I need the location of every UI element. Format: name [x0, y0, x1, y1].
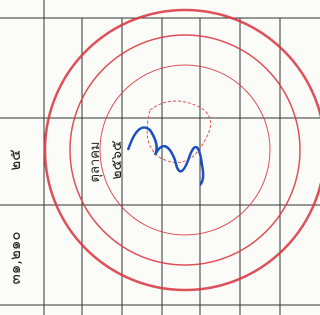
year-cell: ๒๕๖๕ [109, 140, 125, 179]
amount-cell: ๓๑,๒๑๐ [6, 231, 24, 284]
day-cell: ๒๕ [6, 149, 24, 170]
document-scan: ๒๕ ตุลาคม ๒๕๖๕ ๓๑,๒๑๐ [0, 0, 320, 315]
page: ๒๕ ตุลาคม ๒๕๖๕ ๓๑,๒๑๐ (() => { const dat… [0, 0, 320, 315]
